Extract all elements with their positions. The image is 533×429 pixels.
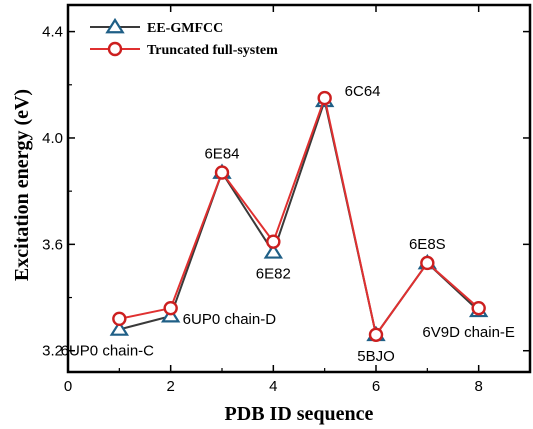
- legend-marker-triangle: [105, 17, 125, 34]
- x-tick-label: 4: [269, 378, 277, 395]
- point-label: 6C64: [345, 83, 381, 100]
- legend-item: EE-GMFCC: [90, 17, 223, 36]
- point-label: 6E82: [256, 265, 291, 282]
- x-tick-label: 0: [64, 378, 72, 395]
- series-layer: [109, 90, 489, 342]
- point-label: 6V9D chain-E: [422, 324, 515, 341]
- plot-frame: [66, 3, 532, 374]
- y-axis-title: Excitation energy (eV): [11, 89, 33, 281]
- legend-item: Truncated full-system: [90, 41, 278, 58]
- data-point-circle: [266, 234, 281, 249]
- point-label: 6E84: [204, 146, 239, 163]
- x-axis-title: PDB ID sequence: [225, 403, 374, 425]
- legend-label: Truncated full-system: [147, 43, 278, 58]
- data-point-circle: [214, 165, 230, 180]
- legend: EE-GMFCC Truncated full-system: [90, 17, 278, 58]
- data-point-triangle: [263, 243, 284, 259]
- data-point-circle: [368, 327, 384, 342]
- data-point-circle: [163, 300, 178, 316]
- y-tick-label: 4.0: [42, 130, 63, 147]
- point-labels: 6UP0 chain-C 6UP0 chain-D 6E84 6E82 6C64 5BJO…: [61, 83, 515, 365]
- point-label: 6E8S: [409, 236, 446, 253]
- data-point-circle: [471, 300, 486, 316]
- series-line: [119, 94, 480, 338]
- point-label: 6UP0 chain-D: [183, 311, 277, 328]
- y-tick-label: 3.6: [42, 236, 63, 253]
- y-tick-label: 4.4: [42, 24, 63, 41]
- point-label: 6UP0 chain-C: [61, 342, 155, 359]
- data-point-triangle: [109, 320, 130, 336]
- data-point-circle: [112, 311, 127, 327]
- y-tick-label: 3.2: [42, 343, 63, 360]
- data-point-circle: [420, 255, 435, 271]
- legend-label: EE-GMFCC: [147, 21, 223, 36]
- axes: 0 2 4 6 8 3.2 3.6 4.0 4.4: [42, 3, 532, 395]
- legend-marker-circle: [107, 41, 123, 57]
- point-label: 5BJO: [357, 348, 395, 365]
- x-tick-label: 6: [372, 378, 380, 395]
- x-tick-label: 8: [474, 378, 482, 395]
- data-point-circle: [317, 90, 332, 106]
- series-1: [112, 90, 486, 342]
- x-tick-label: 2: [166, 378, 174, 395]
